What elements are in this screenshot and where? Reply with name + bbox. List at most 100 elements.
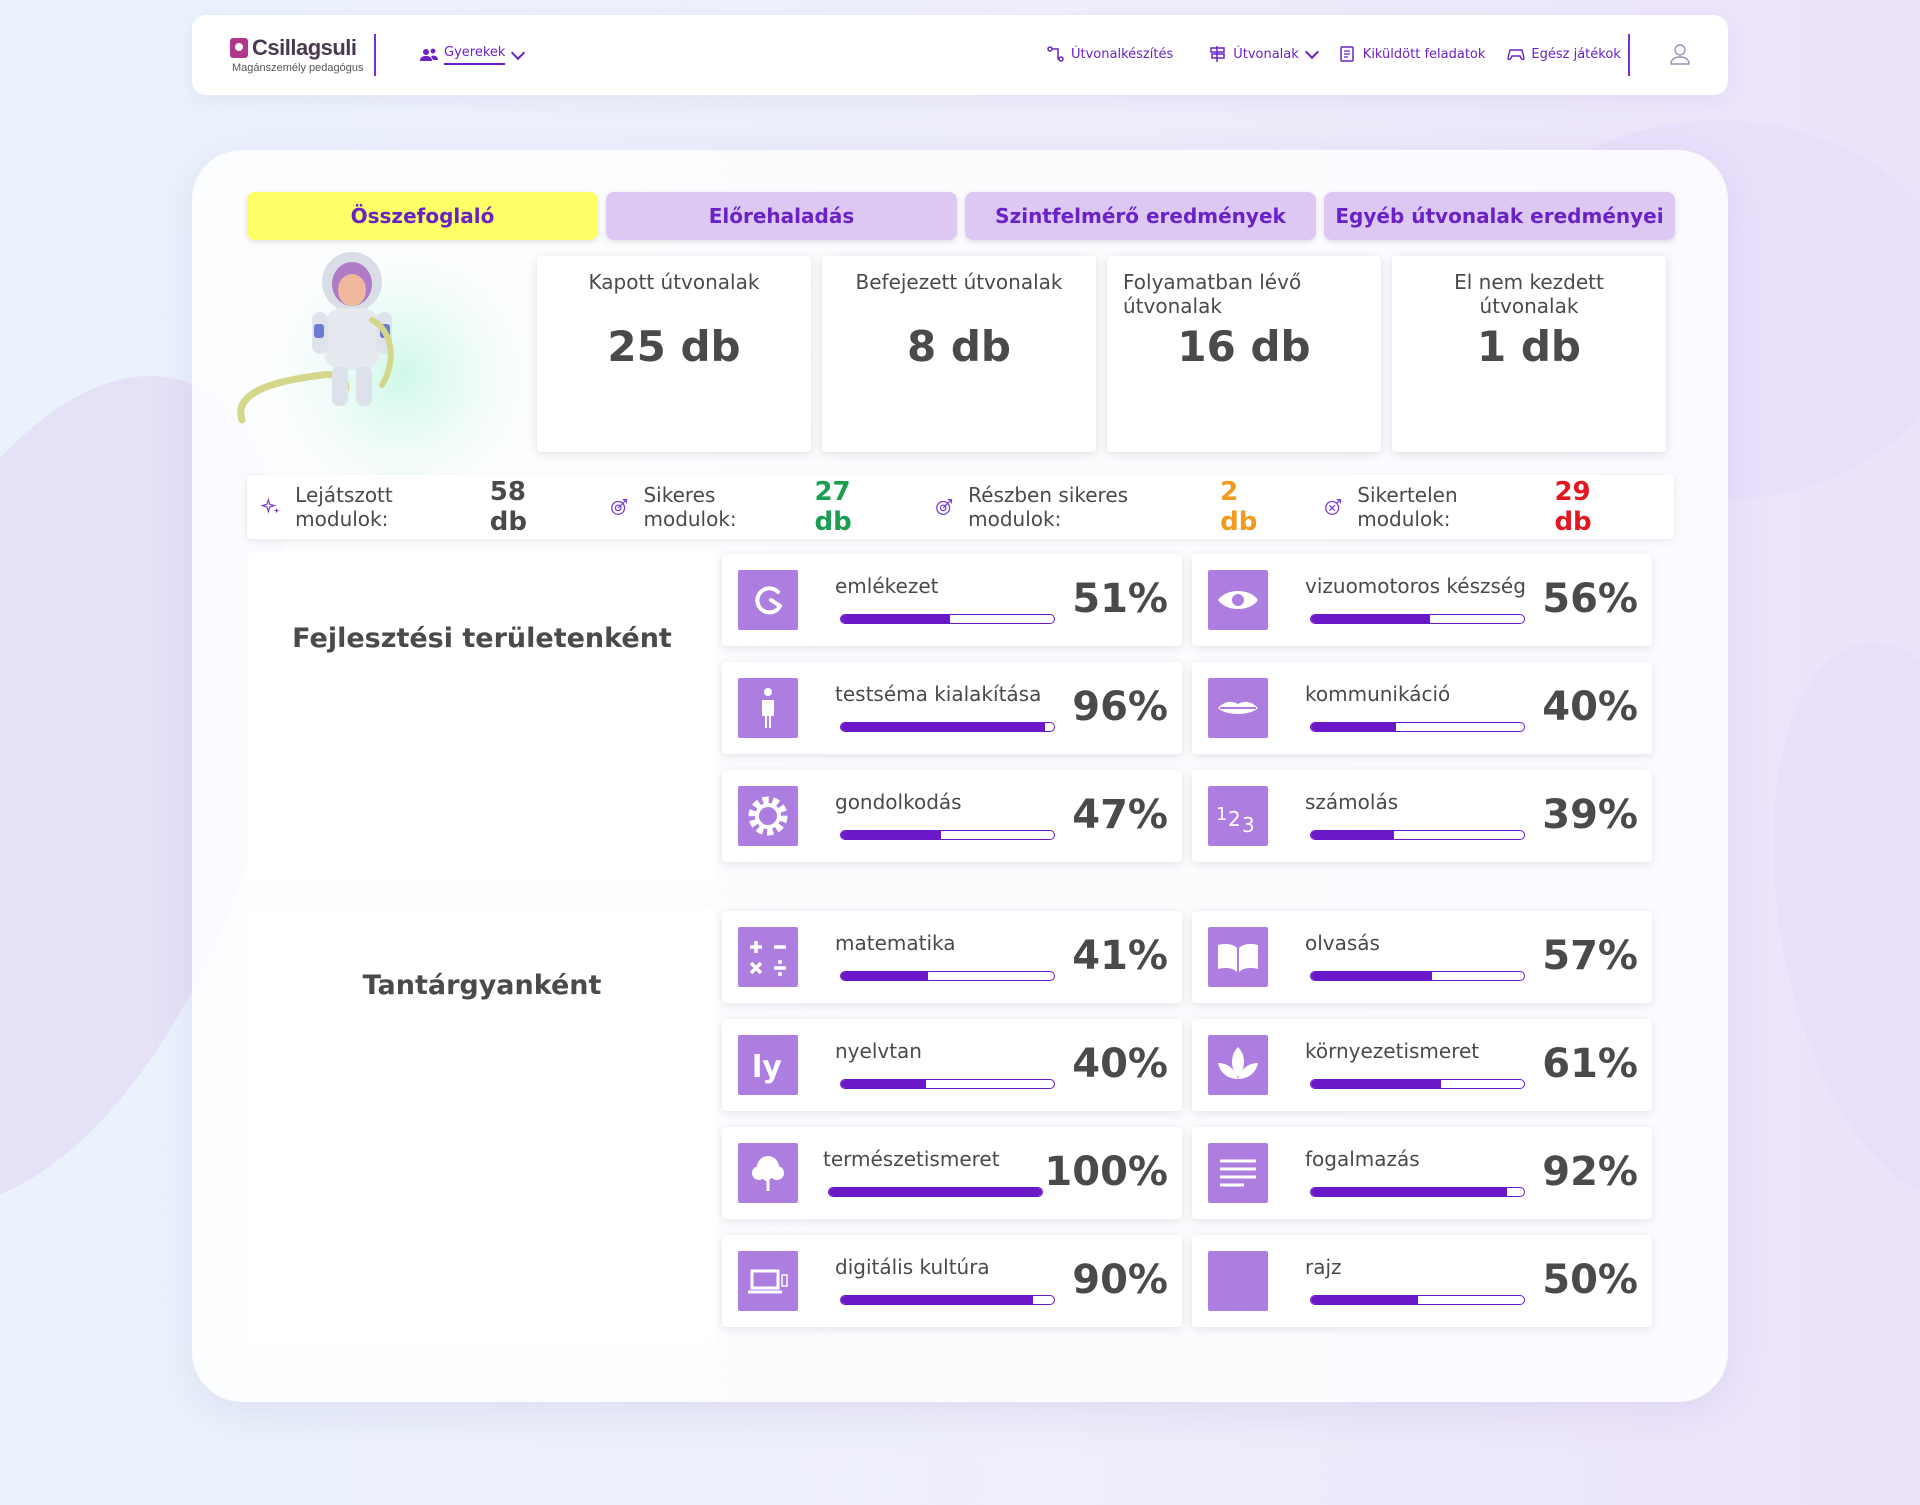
stat-label: El nem kezdett útvonalak: [1454, 270, 1604, 318]
metric-name: digitális kultúra: [835, 1255, 990, 1279]
route-stats: Kapott útvonalak 25 db Befejezett útvona…: [537, 256, 1666, 452]
sparkle-icon: [261, 497, 280, 514]
played-modules: Lejátszott modulok: 58 db: [261, 477, 565, 537]
metric-percent: 50%: [1542, 1257, 1638, 1303]
nav-label: Útvonalak: [1233, 46, 1299, 62]
background-blob: [1733, 621, 1920, 1219]
lips-icon: [1208, 678, 1268, 738]
progress-fill: [1311, 831, 1395, 839]
progress-bar: [840, 614, 1055, 624]
svg-text:3: 3: [1242, 813, 1255, 837]
nav-label: Kiküldött feladatok: [1362, 46, 1486, 62]
nav-route-builder[interactable]: Útvonalkészítés: [1047, 46, 1173, 62]
summary-card: Összefoglaló Előrehaladás Szintfelmérő e…: [192, 150, 1728, 1402]
metric-percent: 40%: [1072, 1041, 1168, 1087]
metric-name: nyelvtan: [835, 1039, 922, 1063]
metric-card[interactable]: fogalmazás 92%: [1192, 1127, 1652, 1219]
metric-name: emlékezet: [835, 574, 939, 598]
signpost-icon: [1210, 46, 1225, 62]
metric-card[interactable]: testséma kialakítása 96%: [722, 662, 1182, 754]
progress-bar: [828, 1187, 1043, 1197]
module-label: Sikeres modulok:: [643, 483, 737, 531]
progress-fill: [1311, 972, 1433, 980]
metric-percent: 40%: [1542, 684, 1638, 730]
nav-label: Útvonalkészítés: [1071, 46, 1174, 62]
metric-name: környezetismeret: [1305, 1039, 1480, 1063]
metric-card[interactable]: kommunikáció 40%: [1192, 662, 1652, 754]
chevron-down-icon: [1304, 44, 1319, 59]
eye-icon: [1208, 570, 1268, 630]
metric-percent: 41%: [1072, 933, 1168, 979]
tab-level-assessment[interactable]: Szintfelmérő eredmények: [965, 192, 1316, 240]
metric-percent: 47%: [1072, 792, 1168, 838]
progress-bar: [1310, 722, 1525, 732]
route-build-icon: [1047, 46, 1064, 62]
metric-percent: 92%: [1542, 1149, 1638, 1195]
tab-summary[interactable]: Összefoglaló: [247, 192, 598, 240]
successful-modules: Sikeres modulok: 27 db: [609, 477, 890, 537]
progress-bar: [1310, 1187, 1525, 1197]
stat-label: Befejezett útvonalak: [855, 270, 1063, 294]
user-profile-icon[interactable]: [1670, 43, 1690, 65]
development-panel: Fejlesztési területenként: [247, 553, 717, 878]
metric-percent: 51%: [1072, 576, 1168, 622]
metric-card[interactable]: ly nyelvtan 40%: [722, 1019, 1182, 1111]
metric-card[interactable]: környezetismeret 61%: [1192, 1019, 1652, 1111]
metric-card[interactable]: olvasás 57%: [1192, 911, 1652, 1003]
tab-progress[interactable]: Előrehaladás: [606, 192, 957, 240]
tab-other-routes[interactable]: Egyéb útvonalak eredményei: [1324, 192, 1675, 240]
stat-label: Kapott útvonalak: [588, 270, 760, 294]
book-icon: [1208, 927, 1268, 987]
subjects-panel: Tantárgyanként: [247, 910, 717, 1342]
star-logo-icon: [230, 38, 248, 58]
module-value: 58 db: [489, 477, 528, 537]
metric-card[interactable]: digitális kultúra 90%: [722, 1235, 1182, 1327]
nav-whole-games[interactable]: Egész játékok: [1507, 46, 1621, 62]
progress-fill: [1311, 723, 1397, 731]
metric-card[interactable]: emlékezet 51%: [722, 554, 1182, 646]
module-label: Részben sikeres modulok:: [968, 483, 1129, 531]
module-value: 27 db: [814, 477, 852, 537]
metric-card[interactable]: gondolkodás 47%: [722, 770, 1182, 862]
top-navigation-bar: Csillagsuli Magánszemély pedagógus Gyere…: [192, 15, 1728, 95]
kids-dropdown[interactable]: Gyerekek: [420, 45, 526, 65]
stat-completed-routes: Befejezett útvonalak 8 db: [822, 256, 1096, 452]
metric-name: fogalmazás: [1305, 1147, 1420, 1171]
partially-successful-modules: Részben sikeres modulok: 2 db: [934, 477, 1279, 537]
metric-percent: 39%: [1542, 792, 1638, 838]
progress-bar: [840, 722, 1055, 732]
progress-fill: [1311, 615, 1431, 623]
progress-bar: [1310, 614, 1525, 624]
metric-name: rajz: [1305, 1255, 1342, 1279]
metric-card[interactable]: rajz 50%: [1192, 1235, 1652, 1327]
chevron-down-icon: [511, 45, 526, 60]
progress-fill: [1311, 1080, 1441, 1088]
progress-fill: [841, 1080, 927, 1088]
metric-card[interactable]: matematika 41%: [722, 911, 1182, 1003]
metric-name: olvasás: [1305, 931, 1380, 955]
progress-fill: [1311, 1296, 1418, 1304]
metric-card[interactable]: vizuomotoros készség 56%: [1192, 554, 1652, 646]
memory-icon: [738, 570, 798, 630]
metric-card[interactable]: természetismeret 100%: [722, 1127, 1182, 1219]
leaf-icon: [1208, 1035, 1268, 1095]
nav-routes[interactable]: Útvonalak: [1209, 44, 1319, 62]
metric-name: természetismeret: [823, 1147, 1000, 1171]
stat-value: 25 db: [607, 322, 741, 371]
metric-percent: 57%: [1542, 933, 1638, 979]
body-icon: [738, 678, 798, 738]
progress-bar: [840, 1079, 1055, 1089]
svg-text:2: 2: [1228, 807, 1241, 831]
nav-label: Egész játékok: [1531, 46, 1621, 62]
nav-sent-tasks[interactable]: Kiküldött feladatok: [1339, 46, 1486, 62]
metric-name: matematika: [835, 931, 956, 955]
stat-label: Folyamatban lévő útvonalak: [1123, 270, 1302, 318]
module-label: Sikertelen modulok:: [1357, 483, 1458, 531]
brand-logo[interactable]: Csillagsuli Magánszemély pedagógus: [230, 35, 363, 74]
stat-received-routes: Kapott útvonalak 25 db: [537, 256, 811, 452]
progress-fill: [841, 831, 942, 839]
metric-name: gondolkodás: [835, 790, 962, 814]
kids-dropdown-label: Gyerekek: [444, 45, 506, 65]
